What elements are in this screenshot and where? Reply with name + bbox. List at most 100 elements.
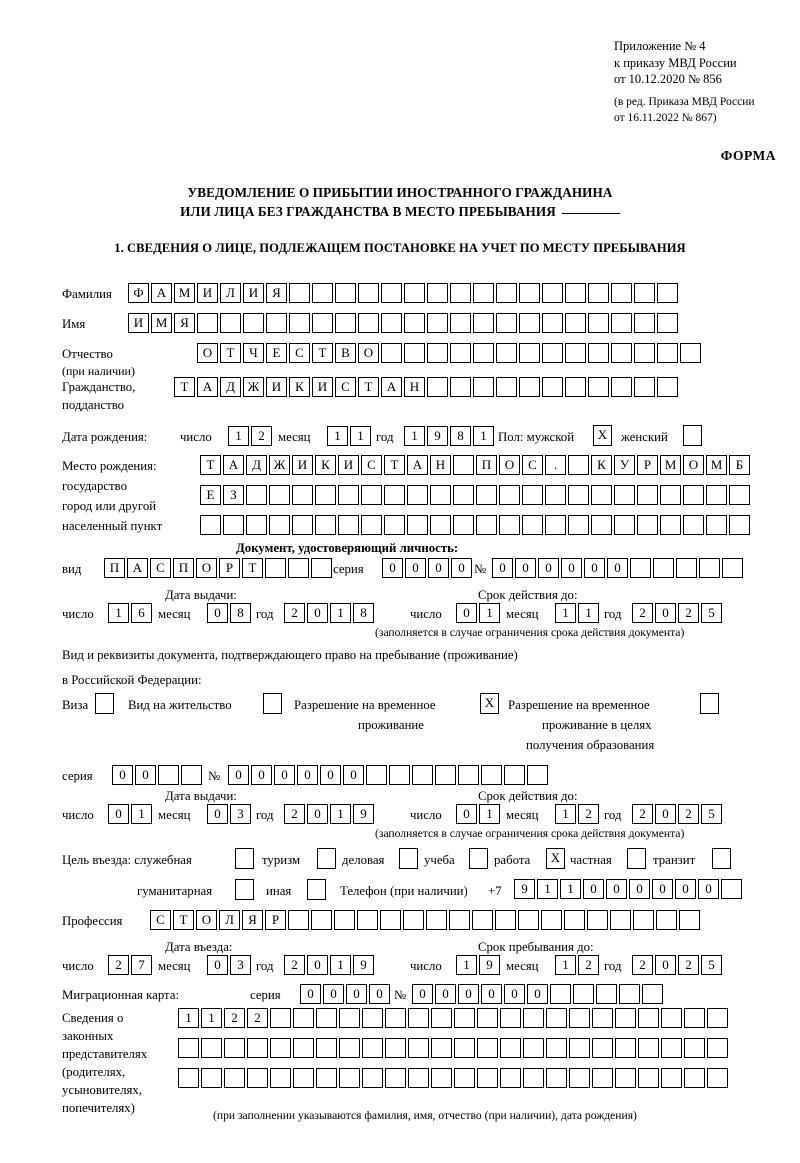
char-cell[interactable]: О: [197, 343, 218, 363]
char-cell[interactable]: А: [197, 377, 218, 397]
char-cell[interactable]: [592, 1008, 613, 1028]
char-cell[interactable]: [523, 1008, 544, 1028]
char-cell[interactable]: [634, 343, 655, 363]
purpose-official-checkbox[interactable]: [235, 848, 254, 869]
char-cell[interactable]: [684, 1038, 705, 1058]
char-cell[interactable]: [638, 1008, 659, 1028]
char-cell[interactable]: [633, 910, 654, 930]
char-cell[interactable]: 2: [678, 955, 699, 975]
char-cell[interactable]: Л: [220, 283, 241, 303]
char-cell[interactable]: 0: [307, 955, 328, 975]
char-cell[interactable]: [519, 283, 540, 303]
char-cell[interactable]: [312, 313, 333, 333]
char-cell[interactable]: [431, 1008, 452, 1028]
char-cell[interactable]: У: [614, 455, 635, 475]
char-cell[interactable]: [293, 1008, 314, 1028]
char-cell[interactable]: [684, 1068, 705, 1088]
char-cell[interactable]: 2: [632, 804, 653, 824]
char-cell[interactable]: [178, 1038, 199, 1058]
char-cell[interactable]: [611, 377, 632, 397]
char-cell[interactable]: А: [223, 455, 244, 475]
char-cell[interactable]: [362, 1038, 383, 1058]
char-cell[interactable]: 0: [458, 984, 479, 1004]
char-cell[interactable]: П: [173, 558, 194, 578]
char-cell[interactable]: [699, 558, 720, 578]
char-cell[interactable]: [660, 515, 681, 535]
char-cell[interactable]: [496, 283, 517, 303]
char-cell[interactable]: [158, 765, 179, 785]
char-cell[interactable]: М: [660, 455, 681, 475]
purpose-humanitarian-checkbox[interactable]: [235, 879, 254, 900]
char-cell[interactable]: П: [104, 558, 125, 578]
char-cell[interactable]: [289, 283, 310, 303]
char-cell[interactable]: 0: [108, 804, 129, 824]
char-cell[interactable]: 3: [230, 804, 251, 824]
char-cell[interactable]: [449, 910, 470, 930]
char-cell[interactable]: 0: [435, 984, 456, 1004]
char-cell[interactable]: Я: [174, 313, 195, 333]
char-cell[interactable]: 0: [112, 765, 133, 785]
char-cell[interactable]: [564, 910, 585, 930]
char-cell[interactable]: [265, 558, 286, 578]
char-cell[interactable]: Т: [200, 455, 221, 475]
char-cell[interactable]: 1: [479, 603, 500, 623]
char-cell[interactable]: [269, 515, 290, 535]
char-cell[interactable]: [504, 765, 525, 785]
char-cell[interactable]: [638, 1068, 659, 1088]
char-cell[interactable]: [679, 910, 700, 930]
char-cell[interactable]: [477, 1038, 498, 1058]
char-cell[interactable]: Д: [220, 377, 241, 397]
char-cell[interactable]: 0: [492, 558, 513, 578]
char-cell[interactable]: [634, 377, 655, 397]
char-cell[interactable]: Н: [430, 455, 451, 475]
char-cell[interactable]: 0: [698, 879, 719, 899]
char-cell[interactable]: С: [361, 455, 382, 475]
char-cell[interactable]: [630, 558, 651, 578]
char-cell[interactable]: 2: [108, 955, 129, 975]
char-cell[interactable]: [427, 377, 448, 397]
char-cell[interactable]: 1: [330, 955, 351, 975]
char-cell[interactable]: [722, 558, 743, 578]
char-cell[interactable]: Р: [265, 910, 286, 930]
char-cell[interactable]: [684, 1008, 705, 1028]
char-cell[interactable]: [473, 313, 494, 333]
char-cell[interactable]: [611, 283, 632, 303]
char-cell[interactable]: [362, 1068, 383, 1088]
char-cell[interactable]: [596, 984, 617, 1004]
char-cell[interactable]: 0: [652, 879, 673, 899]
char-cell[interactable]: А: [381, 377, 402, 397]
char-cell[interactable]: 2: [247, 1008, 268, 1028]
char-cell[interactable]: [496, 313, 517, 333]
purpose-private-checkbox[interactable]: [627, 848, 646, 869]
char-cell[interactable]: [569, 1068, 590, 1088]
char-cell[interactable]: [407, 485, 428, 505]
char-cell[interactable]: [481, 765, 502, 785]
char-cell[interactable]: [473, 343, 494, 363]
char-cell[interactable]: [430, 515, 451, 535]
char-cell[interactable]: [496, 343, 517, 363]
char-cell[interactable]: [523, 1038, 544, 1058]
char-cell[interactable]: Т: [173, 910, 194, 930]
char-cell[interactable]: З: [223, 485, 244, 505]
char-cell[interactable]: Ж: [243, 377, 264, 397]
char-cell[interactable]: [335, 313, 356, 333]
char-cell[interactable]: [611, 343, 632, 363]
char-cell[interactable]: Л: [219, 910, 240, 930]
char-cell[interactable]: 1: [228, 426, 249, 446]
char-cell[interactable]: [542, 343, 563, 363]
char-cell[interactable]: [661, 1068, 682, 1088]
residence-permit-checkbox[interactable]: [263, 693, 282, 714]
char-cell[interactable]: К: [591, 455, 612, 475]
char-cell[interactable]: [247, 1068, 268, 1088]
char-cell[interactable]: 0: [346, 984, 367, 1004]
char-cell[interactable]: [270, 1068, 291, 1088]
char-cell[interactable]: [181, 765, 202, 785]
